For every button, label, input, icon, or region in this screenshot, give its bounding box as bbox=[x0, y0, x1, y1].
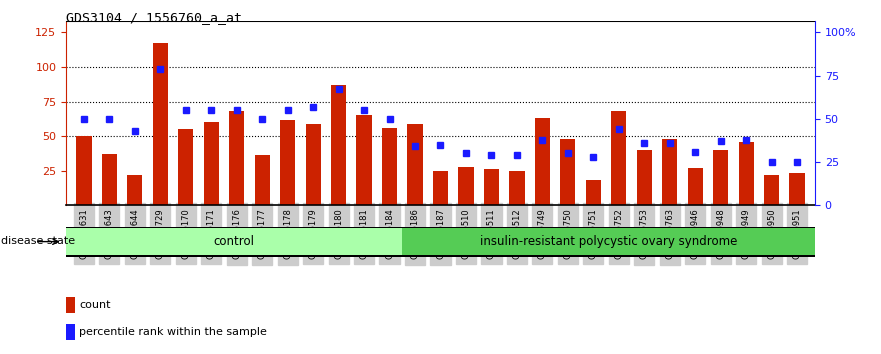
Bar bbox=[101, 154, 117, 205]
Bar bbox=[331, 85, 346, 205]
Bar bbox=[280, 120, 295, 205]
Text: percentile rank within the sample: percentile rank within the sample bbox=[79, 327, 267, 337]
Bar bbox=[66, 324, 76, 340]
Bar bbox=[663, 139, 677, 205]
Bar bbox=[713, 150, 729, 205]
Bar bbox=[637, 150, 652, 205]
Bar bbox=[433, 171, 448, 205]
Bar bbox=[152, 44, 168, 205]
Bar bbox=[535, 118, 550, 205]
Bar bbox=[458, 167, 474, 205]
Bar bbox=[738, 142, 754, 205]
Bar bbox=[229, 111, 244, 205]
Text: count: count bbox=[79, 300, 111, 310]
Text: disease state: disease state bbox=[1, 236, 75, 246]
Bar bbox=[611, 111, 626, 205]
Text: control: control bbox=[214, 235, 255, 248]
Bar bbox=[127, 175, 143, 205]
Bar bbox=[687, 168, 703, 205]
Bar bbox=[77, 136, 92, 205]
Bar bbox=[484, 169, 499, 205]
Text: insulin-resistant polycystic ovary syndrome: insulin-resistant polycystic ovary syndr… bbox=[480, 235, 737, 248]
Bar bbox=[789, 173, 804, 205]
Bar bbox=[306, 124, 321, 205]
Bar bbox=[178, 129, 194, 205]
Bar bbox=[407, 124, 423, 205]
Bar bbox=[560, 139, 575, 205]
Bar bbox=[255, 155, 270, 205]
Bar bbox=[66, 228, 403, 255]
Bar bbox=[509, 171, 524, 205]
Bar bbox=[357, 115, 372, 205]
Bar bbox=[764, 175, 780, 205]
Bar bbox=[204, 122, 218, 205]
Bar bbox=[382, 128, 397, 205]
Bar bbox=[586, 181, 601, 205]
Bar bbox=[403, 228, 815, 255]
Bar bbox=[66, 297, 76, 313]
Text: GDS3104 / 1556760_a_at: GDS3104 / 1556760_a_at bbox=[66, 11, 242, 24]
